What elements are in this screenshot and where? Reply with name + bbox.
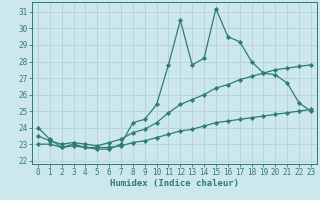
X-axis label: Humidex (Indice chaleur): Humidex (Indice chaleur)	[110, 179, 239, 188]
